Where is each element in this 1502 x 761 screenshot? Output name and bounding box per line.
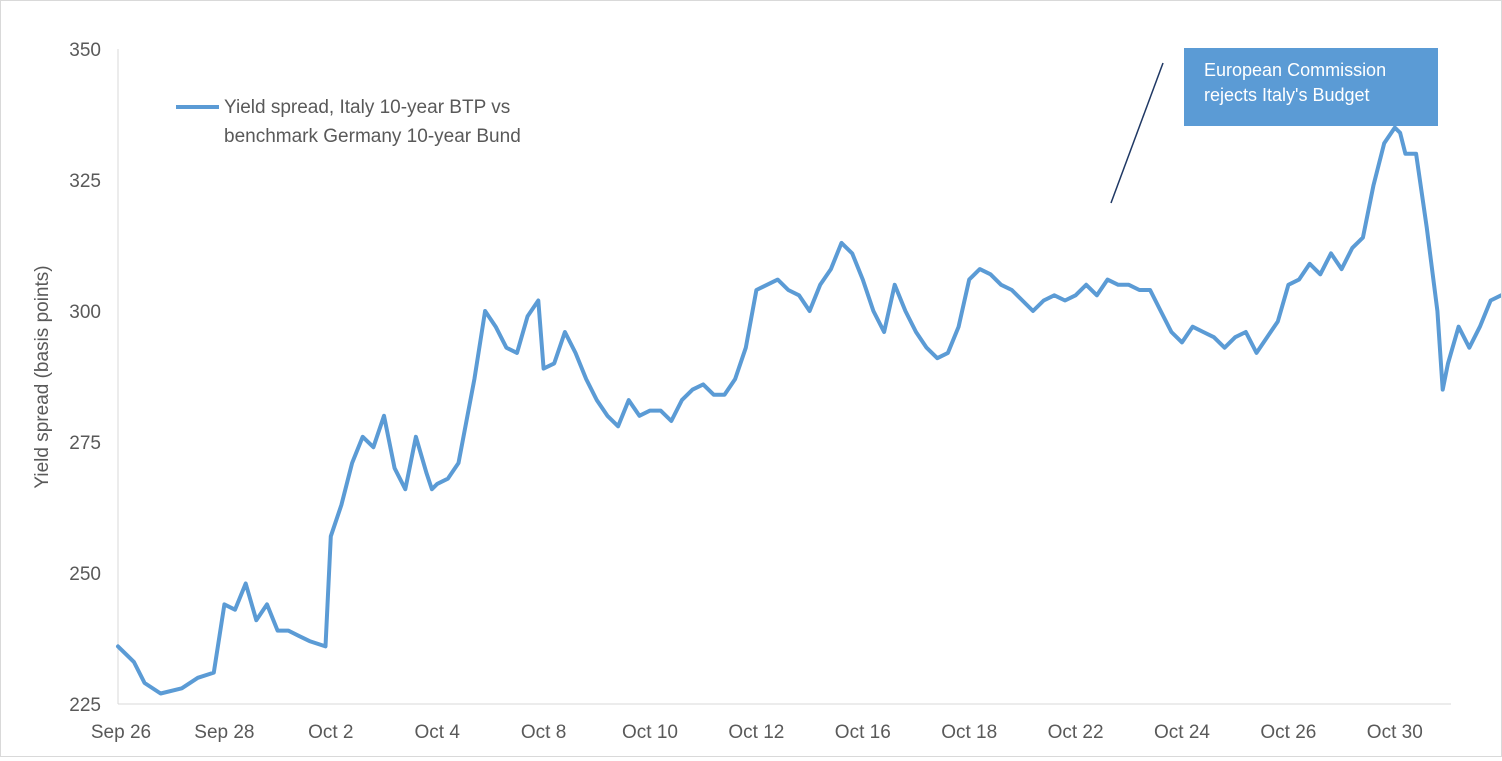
x-tick-label: Oct 16	[835, 722, 891, 743]
x-tick-label: Sep 28	[194, 722, 254, 743]
y-tick-label: 225	[69, 695, 101, 716]
x-tick-label: Oct 2	[308, 722, 353, 743]
annotation-line-1: European Commission	[1204, 60, 1387, 80]
annotation-pointer-line	[1110, 62, 1164, 204]
x-tick-label: Oct 10	[622, 722, 678, 743]
series-line	[116, 125, 1502, 696]
annotation-callout: European Commission rejects Italy's Budg…	[1184, 48, 1438, 126]
y-tick-label: 300	[69, 302, 101, 323]
x-tick-labels: Sep 26 Sep 28 Oct 2 Oct 4 Oct 8 Oct 10 Oct 12 O…	[91, 722, 1423, 743]
y-tick-label: 350	[69, 40, 101, 61]
x-tick-label: Oct 24	[1154, 722, 1210, 743]
x-tick-label: Oct 4	[414, 722, 460, 743]
x-tick-label: Sep 26	[91, 722, 151, 743]
x-tick-label: Oct 12	[728, 722, 784, 743]
y-tick-label: 250	[69, 564, 101, 585]
x-tick-label: Oct 18	[941, 722, 997, 743]
y-axis-title: Yield spread (basis points)	[32, 265, 53, 488]
legend-label-line1: Yield spread, Italy 10-year BTP vs	[224, 97, 510, 118]
x-tick-label: Oct 22	[1048, 722, 1104, 743]
y-tick-labels: 225 250 275 300 325 350	[69, 40, 101, 716]
x-tick-label: Oct 26	[1260, 722, 1316, 743]
axes	[117, 49, 1451, 705]
annotation-line-2: rejects Italy's Budget	[1204, 85, 1370, 105]
legend-label-line2: benchmark Germany 10-year Bund	[224, 126, 521, 147]
y-tick-label: 275	[69, 433, 101, 454]
x-tick-label: Oct 30	[1367, 722, 1423, 743]
legend: Yield spread, Italy 10-year BTP vs bench…	[176, 97, 521, 147]
y-tick-label: 325	[69, 171, 101, 192]
x-tick-label: Oct 8	[521, 722, 566, 743]
series-group	[116, 125, 1502, 696]
